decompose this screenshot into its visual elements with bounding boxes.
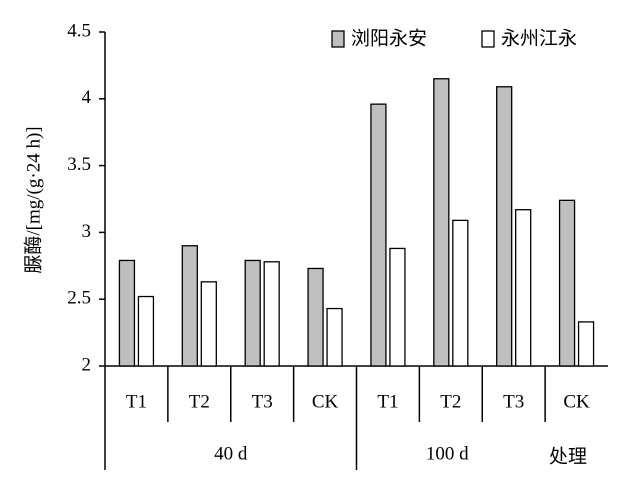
bar [558,199,576,367]
y-tick-label: 4.5 [67,20,91,41]
y-tick-label: 3.5 [67,154,91,175]
bar [433,78,450,367]
y-tick-label: 2.5 [67,288,91,309]
legend-swatch [481,30,495,48]
bar [326,307,343,367]
bar [452,219,469,367]
y-tick-label: 4 [82,87,92,108]
bar [181,245,198,367]
legend-label: 浏阳永安 [351,27,427,49]
bar [263,261,280,367]
x-axis-label: 处理 [549,445,587,467]
y-tick-label: 2 [82,354,92,375]
group-label: 100 d [426,443,469,464]
bar [577,321,595,367]
group-label: 40 d [214,443,248,464]
bar [200,281,217,367]
bar [389,247,406,367]
x-tick-label: CK [312,391,339,412]
y-tick-label: 3 [82,221,92,242]
bar [496,86,513,367]
x-tick-label: T1 [126,391,147,412]
x-tick-label: T3 [252,391,273,412]
bar [244,259,261,367]
bar [307,267,324,367]
bar [370,103,387,367]
y-axis-label: 脲酶/[mg/(g·24 h)] [22,126,44,273]
x-tick-label: T2 [440,391,461,412]
bar [515,209,532,367]
bar [137,295,155,367]
legend-label: 永州江永 [501,27,577,49]
x-tick-label: T1 [377,391,398,412]
x-tick-label: T3 [503,391,524,412]
x-tick-label: CK [563,391,590,412]
x-tick-label: T2 [189,391,210,412]
bar [118,259,136,367]
legend-swatch [331,30,345,48]
